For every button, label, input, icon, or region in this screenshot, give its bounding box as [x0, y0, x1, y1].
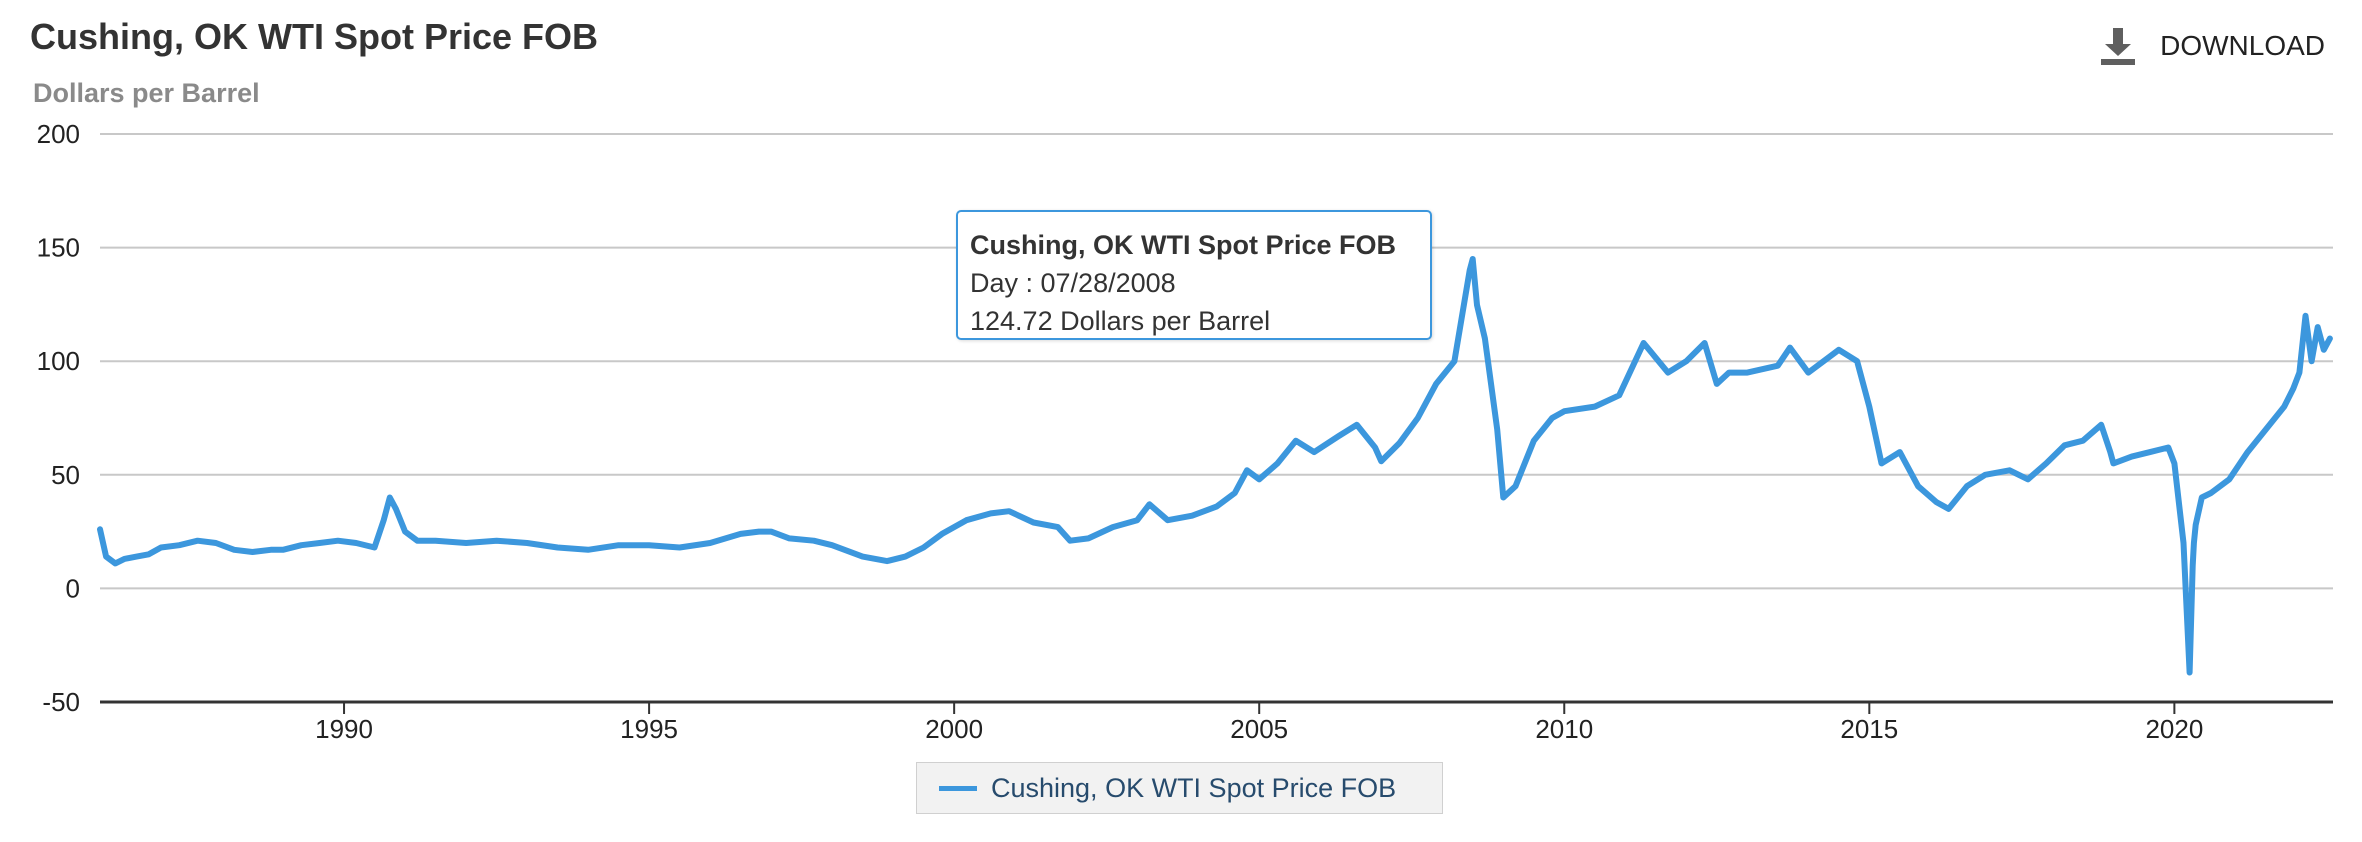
legend-swatch	[939, 785, 977, 791]
legend-item[interactable]: Cushing, OK WTI Spot Price FOB	[916, 762, 1443, 814]
tooltip-value: 124.72 Dollars per Barrel	[970, 306, 1271, 336]
y-tick-label: 200	[37, 119, 80, 149]
legend-label: Cushing, OK WTI Spot Price FOB	[991, 772, 1397, 803]
download-icon	[2101, 28, 2136, 65]
y-tick-label: 50	[51, 460, 80, 490]
tick-labels: -50 0 50 100 150 200 1990 1995 2000 2005 2010 2015 2…	[37, 119, 2204, 744]
x-tick-label: 2015	[1840, 714, 1898, 744]
x-tick-label: 2010	[1535, 714, 1593, 744]
series-layer	[97, 256, 2333, 676]
x-tick-label: 1990	[315, 714, 373, 744]
x-tick-label: 2020	[2145, 714, 2203, 744]
axis-layer	[100, 700, 2333, 714]
x-tick-label: 1995	[620, 714, 678, 744]
grid-layer	[100, 133, 2333, 590]
series-line-wti	[97, 256, 2333, 676]
y-tick-label: 0	[66, 573, 80, 603]
download-label: DOWNLOAD	[2160, 30, 2325, 61]
download-button[interactable]: DOWNLOAD	[2098, 26, 2325, 66]
y-tick-label: 100	[37, 346, 80, 376]
tooltip-day: Day : 07/28/2008	[970, 268, 1176, 298]
chart-subtitle: Dollars per Barrel	[33, 78, 260, 108]
y-tick-label: 150	[37, 233, 80, 263]
y-tick-label: -50	[42, 687, 80, 717]
x-tick-label: 2005	[1230, 714, 1288, 744]
x-tick-label: 2000	[925, 714, 983, 744]
chart-title: Cushing, OK WTI Spot Price FOB	[30, 16, 599, 57]
tooltip-title: Cushing, OK WTI Spot Price FOB	[970, 230, 1397, 260]
data-tooltip: Cushing, OK WTI Spot Price FOB Day : 07/…	[956, 210, 1432, 340]
